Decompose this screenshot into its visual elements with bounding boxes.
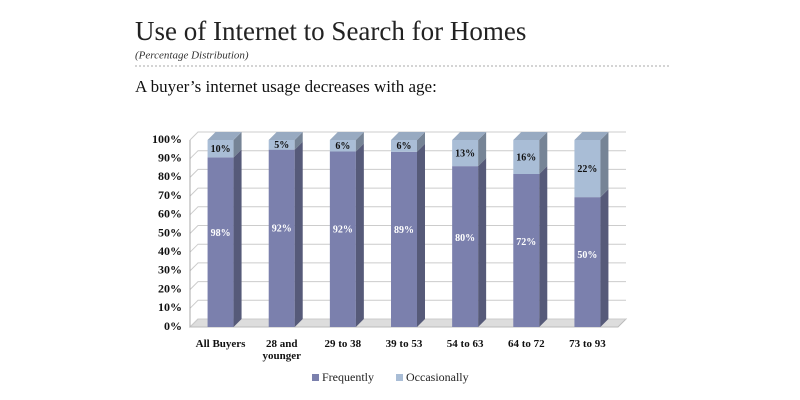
data-label: 6% [335,141,350,152]
data-label: 5% [274,140,289,151]
x-tick-label: 39 to 53 [385,338,423,350]
y-tick-label: 80% [158,169,182,183]
bar-side [539,132,548,174]
bar-segment [391,151,417,327]
bar-side [355,132,364,152]
bar-segment [207,157,234,327]
bar-side [478,132,487,167]
data-label: 98% [211,228,231,239]
data-label: 13% [455,148,475,159]
bar-side [600,132,609,198]
data-label: 22% [577,164,597,175]
bar-segment [452,166,479,327]
bar-segment [391,140,417,152]
legend-label: Frequently [322,370,374,384]
bar-side [294,132,303,150]
bar-segment [329,140,356,152]
y-tick-label: 0% [164,319,182,333]
legend-swatch [396,374,403,381]
bar-segment [574,197,601,327]
x-tick-label: 29 to 38 [324,338,362,350]
bar-side [417,132,425,152]
bar-side [233,149,242,327]
legend-swatch [312,374,319,381]
x-tick-label: 28 and younger [262,338,301,362]
bar-side [355,143,364,327]
data-label: 10% [211,144,231,155]
bar-segment [513,174,540,327]
data-label: 6% [397,141,412,152]
x-tick-label: 64 to 72 [507,338,545,350]
bar-side [294,141,303,327]
data-label: 80% [455,233,475,244]
chart-subtitle: (Percentage Distribution) [135,50,249,62]
data-label: 72% [516,237,536,248]
y-tick-label: 100% [152,132,182,146]
y-tick-label: 50% [158,225,182,239]
bar-side [600,189,609,327]
y-tick-label: 70% [158,188,182,202]
y-tick-label: 20% [158,281,182,295]
bar-side [233,132,242,158]
bar-top [513,132,548,140]
bar-segment [574,140,601,198]
y-tick-label: 10% [158,300,182,314]
bar-segment [207,140,234,158]
bar-side [539,166,548,327]
data-label: 92% [333,225,353,236]
bar-top [452,132,487,140]
bar-top [207,132,242,140]
data-label: 89% [394,225,414,236]
bar-side [478,158,487,327]
bar-segment [329,151,356,327]
x-tick-label: 73 to 93 [569,338,606,350]
annotation: A buyer’s internet usage decreases with … [135,77,437,96]
bar-side [417,143,425,327]
y-tick-label: 60% [158,207,182,221]
bar-segment [513,140,540,174]
bar-top [391,132,425,140]
chart-title: Use of Internet to Search for Homes [135,16,526,46]
y-tick-label: 90% [158,150,182,164]
bar-top [574,132,609,140]
y-tick-label: 40% [158,244,182,258]
x-tick-label: All Buyers [195,338,246,350]
data-label: 92% [272,224,292,235]
x-tick-label: 54 to 63 [446,338,484,350]
data-label: 16% [516,152,536,163]
bar-segment [268,140,295,150]
bar-top [268,132,303,140]
data-label: 50% [577,250,597,261]
bar-top [329,132,364,140]
y-tick-label: 30% [158,263,182,277]
bar-segment [452,140,479,167]
bar-segment [268,149,295,327]
legend-label: Occasionally [406,370,469,384]
